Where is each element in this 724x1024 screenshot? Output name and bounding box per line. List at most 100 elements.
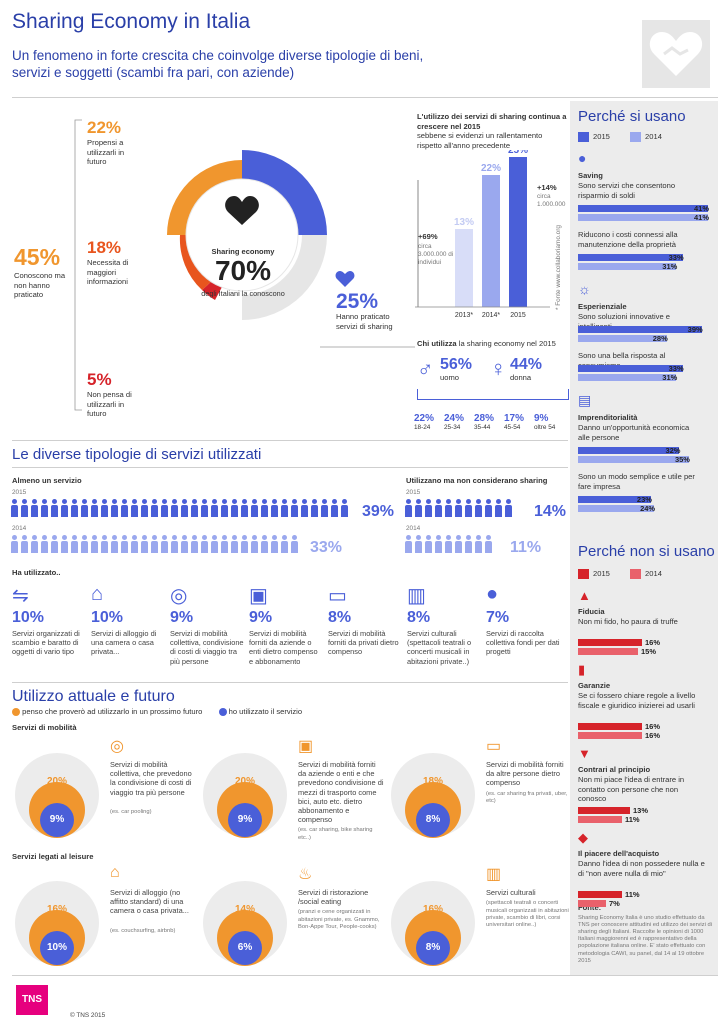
legend-2015-label: 2015	[593, 569, 610, 578]
person-icon	[150, 535, 159, 553]
circle-used	[228, 931, 262, 965]
leisure-heading: Servizi legati al leisure	[12, 852, 94, 861]
person-icon	[414, 535, 423, 553]
person-icon	[190, 499, 199, 517]
why-not-bar-2015-value: 16%	[645, 722, 661, 731]
why-not-bar-2014	[578, 732, 642, 739]
age-group: 22% 18-24	[414, 413, 444, 432]
why-bar-2015	[578, 205, 708, 212]
usage-bar-value: 22%	[481, 163, 501, 174]
person-icon	[230, 499, 239, 517]
practiced-text: Hanno praticato servizi di sharing	[336, 312, 393, 331]
circle-used	[416, 803, 450, 837]
piggy-bank-icon: ●	[486, 583, 499, 605]
person-icon	[270, 499, 279, 517]
person-icon	[170, 499, 179, 517]
why-not-bar-2015	[578, 723, 642, 730]
person-icon	[190, 535, 199, 553]
not-sharing-heading: Utilizzano ma non considerano sharing	[406, 476, 548, 485]
person-icon	[100, 499, 109, 517]
person-icon	[160, 499, 169, 517]
person-icon	[130, 499, 139, 517]
female-label: donna	[510, 373, 532, 382]
person-icon	[60, 499, 69, 517]
donut-segment-blue	[242, 150, 327, 235]
person-icon	[90, 535, 99, 553]
age-group-label: 35-44	[474, 424, 491, 431]
why-bar-2015	[578, 254, 683, 261]
person-icon	[494, 499, 503, 517]
age-bracket	[417, 389, 569, 400]
left-2015-label: 2015	[12, 489, 27, 496]
future-text: Servizi di ristorazione /social eating	[298, 888, 369, 907]
person-icon	[290, 499, 299, 517]
left-2015-value: 39%	[362, 503, 395, 520]
hands-icon: ⇋	[12, 585, 29, 607]
person-icon	[110, 535, 119, 553]
service-pct: 9%	[249, 609, 273, 626]
person-icon	[40, 535, 49, 553]
why-bar-2014-value: 31%	[662, 373, 678, 382]
future-pct: 16%	[46, 904, 67, 915]
service-pct: 10%	[12, 609, 45, 626]
right-2014-value: 11%	[510, 539, 542, 556]
male-icon: ♂	[417, 356, 434, 381]
future-text: Servizi culturali	[486, 888, 536, 897]
house-icon: ⌂	[110, 864, 120, 881]
used-pct: 8%	[425, 942, 441, 953]
age-group-value: 24%	[444, 413, 465, 424]
who-title-bold: Chi utilizza	[417, 339, 457, 348]
person-icon	[330, 499, 339, 517]
future-pct: 18%	[422, 776, 443, 787]
why-bar-2015-value: 32%	[665, 446, 681, 455]
types-title: Le diverse tipologie di servizi utilizza…	[12, 446, 262, 463]
future-example: (es. car sharing, bike sharing etc..)	[298, 827, 373, 841]
age-group-label: oltre 54	[534, 424, 556, 431]
awareness-donut	[167, 150, 327, 320]
legend-2014-swatch	[630, 569, 642, 579]
female-pct: 44%	[510, 356, 543, 373]
left-2014-value: 33%	[310, 539, 343, 556]
person-icon	[10, 535, 19, 553]
service-text: Servizi culturali (spettacoli teatrali o…	[407, 629, 472, 666]
people-row-left-2014	[10, 535, 308, 557]
person-icon	[260, 499, 269, 517]
age-group-value: 17%	[504, 413, 525, 424]
service-text: Servizi di mobilità collettiva, condivis…	[170, 629, 244, 666]
left-2014-label: 2014	[12, 525, 27, 532]
why-not-bar-2015-value: 11%	[625, 890, 640, 899]
shopping-bag-icon: ◆	[578, 830, 588, 845]
why-bar-2014-value: 28%	[652, 334, 668, 343]
usage-bar	[455, 229, 473, 307]
people-row-right-2014	[404, 535, 504, 557]
why-not-bar-2014-value: 15%	[641, 647, 657, 656]
car-icon: ▣	[298, 738, 314, 755]
people-row-left-2015	[10, 499, 360, 521]
why-not-heading: Contrari al principio	[578, 765, 651, 774]
person-icon	[240, 499, 249, 517]
person-icon	[250, 499, 259, 517]
usage-note-left-value: +69%	[418, 232, 438, 241]
person-icon	[340, 499, 349, 517]
usage-bar-label: 2014*	[482, 312, 501, 319]
service-text: Servizi di mobilità forniti da aziende o…	[249, 629, 318, 666]
person-icon	[70, 535, 79, 553]
why-not-bar-2014	[578, 816, 622, 823]
person-icon	[100, 535, 109, 553]
right-2014-label: 2014	[406, 525, 421, 532]
person-icon	[200, 535, 209, 553]
circle-used	[40, 931, 74, 965]
person-icon	[90, 499, 99, 517]
future-text: Propensi a utilizzarli in futuro	[87, 138, 125, 167]
why-bar-2015-value: 23%	[636, 495, 652, 504]
future-circle-group	[200, 740, 290, 850]
why-bar-2015-value: 33%	[668, 253, 684, 262]
person-icon	[120, 535, 129, 553]
future-circle-chart	[15, 753, 99, 838]
why-bar-2015-value: 41%	[694, 204, 710, 213]
right-2015-value: 14%	[534, 503, 567, 520]
person-icon	[80, 499, 89, 517]
usage-bar-label: 2013*	[455, 312, 474, 319]
circle-used	[228, 803, 262, 837]
person-icon	[30, 535, 39, 553]
